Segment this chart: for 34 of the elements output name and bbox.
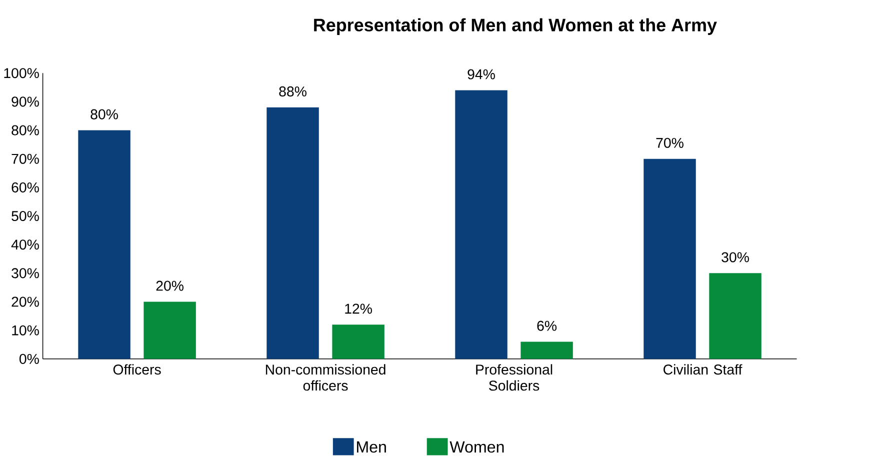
y-tick-label: 30% — [12, 268, 39, 278]
y-tick-label: 80% — [12, 125, 39, 136]
bar — [266, 107, 319, 359]
data-label: 80% — [90, 109, 118, 120]
chart-title: Representation of Men and Women at the Army — [314, 18, 717, 35]
y-tick-label: 10% — [12, 325, 39, 336]
bar — [520, 342, 573, 359]
data-label: 12% — [345, 304, 372, 314]
y-tick-label: 90% — [12, 96, 39, 107]
y-tick-label: 100% — [4, 68, 39, 78]
x-tick-label: Professional Soldiers — [476, 364, 552, 391]
x-tick-label: Civilian Staff — [664, 364, 742, 375]
y-tick-label: 0% — [19, 354, 39, 364]
y-tick-label: 70% — [12, 154, 39, 164]
x-tick-label: Officers — [113, 364, 161, 375]
y-tick-label: 20% — [12, 296, 39, 307]
data-label: 6% — [537, 320, 557, 331]
bar — [644, 158, 696, 359]
data-label: 30% — [722, 252, 749, 262]
data-label: 94% — [468, 69, 495, 80]
bar — [144, 302, 196, 359]
legend-label: Women — [450, 441, 504, 453]
bar — [78, 130, 130, 359]
x-tick-label: Non-commissioned officers — [266, 364, 386, 391]
y-tick-label: 40% — [11, 240, 39, 250]
data-label: 20% — [156, 280, 184, 291]
bar — [332, 324, 384, 359]
bar — [709, 273, 762, 359]
y-tick-label: 50% — [12, 210, 39, 222]
y-tick-label: 60% — [12, 182, 39, 192]
bar — [455, 90, 508, 359]
data-label: 70% — [656, 138, 684, 148]
legend-label: Men — [357, 441, 386, 453]
data-label: 88% — [279, 86, 306, 96]
